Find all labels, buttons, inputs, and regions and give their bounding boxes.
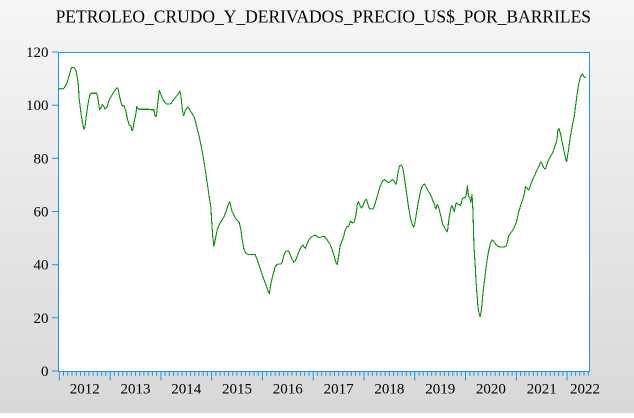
svg-text:2013: 2013 [121,382,151,398]
svg-text:40: 40 [34,258,49,274]
svg-text:2017: 2017 [324,382,355,398]
svg-text:0: 0 [41,364,49,380]
svg-text:2012: 2012 [70,382,100,398]
svg-text:60: 60 [34,205,49,221]
svg-text:2021: 2021 [527,382,557,398]
svg-text:100: 100 [26,98,49,114]
svg-text:2022: 2022 [570,382,600,398]
svg-text:2016: 2016 [273,382,304,398]
svg-text:20: 20 [34,311,49,327]
svg-text:2020: 2020 [476,382,506,398]
svg-text:80: 80 [34,151,49,167]
svg-text:2015: 2015 [222,382,252,398]
svg-text:PETROLEO_CRUDO_Y_DERIVADOS_PRE: PETROLEO_CRUDO_Y_DERIVADOS_PRECIO_US$_PO… [56,7,591,27]
svg-text:2018: 2018 [374,382,404,398]
svg-text:2019: 2019 [425,382,455,398]
svg-text:2014: 2014 [171,382,202,398]
svg-text:120: 120 [26,45,49,61]
